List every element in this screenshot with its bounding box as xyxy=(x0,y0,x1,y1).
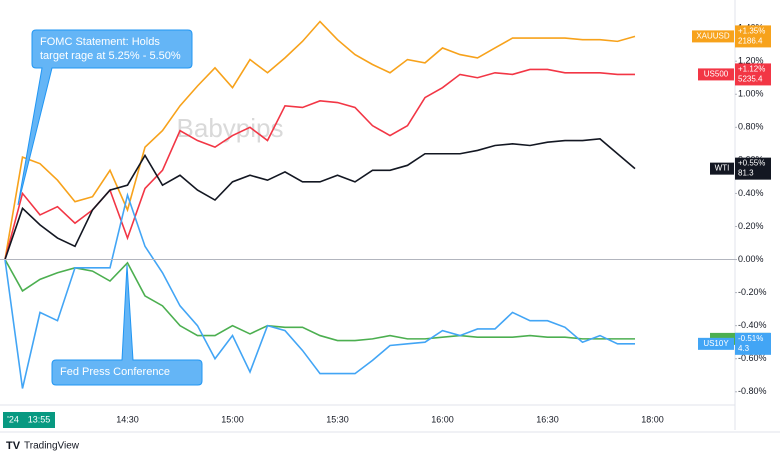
series-name: XAUUSD xyxy=(696,32,730,41)
y-tick-label: 0.40% xyxy=(738,188,764,198)
x-tick-label: 16:00 xyxy=(431,414,454,424)
x-tick-label: 16:30 xyxy=(536,414,559,424)
callout-text: Fed Press Conference xyxy=(60,366,170,378)
series-tag xyxy=(698,68,734,81)
price-label: 4.3 xyxy=(738,344,750,353)
y-tick-label: 0.20% xyxy=(738,221,764,231)
date-time: 13:55 xyxy=(28,414,51,424)
value-tag xyxy=(735,157,771,180)
date-year: '24 xyxy=(7,414,19,424)
value-tag xyxy=(735,332,771,355)
series-tag xyxy=(710,162,734,175)
series-line xyxy=(4,20,636,260)
value-tag xyxy=(735,25,771,48)
y-tick-label: 1.20% xyxy=(738,56,764,66)
footer-brand: TradingView xyxy=(24,441,80,452)
series-line xyxy=(4,138,636,260)
callout-text: target rage at 5.25% - 5.50% xyxy=(40,50,181,62)
callout-text: FOMC Statement: Holds xyxy=(40,36,160,48)
series-line xyxy=(4,259,635,342)
logo: TV xyxy=(6,440,21,452)
y-tick-label: -0.80% xyxy=(738,386,767,396)
y-tick-label: 0.00% xyxy=(738,254,764,264)
value-tag xyxy=(735,63,771,86)
series-name: US10Y xyxy=(703,339,729,348)
y-tick-label: -0.20% xyxy=(738,287,767,297)
change-label: +1.12% xyxy=(738,65,765,74)
series-tag xyxy=(692,30,734,43)
y-tick-label: 1.00% xyxy=(738,89,764,99)
callout-presser xyxy=(51,264,203,386)
price-label: 2186.4 xyxy=(738,37,763,46)
series-name: WTI xyxy=(715,164,730,173)
x-tick-label: 15:00 xyxy=(221,414,244,424)
change-label: +1.35% xyxy=(738,27,765,36)
series-name: US500 xyxy=(704,70,729,79)
change-label: -0.51% xyxy=(738,334,763,343)
date-badge xyxy=(3,412,23,428)
x-tick-label: 18:00 xyxy=(641,414,664,424)
series-tag xyxy=(698,337,734,350)
callout-fomc xyxy=(17,29,193,206)
date-badge xyxy=(23,412,55,428)
series-line xyxy=(4,68,635,260)
x-tick-label: 14:30 xyxy=(116,414,139,424)
y-tick-label: -0.60% xyxy=(738,353,767,363)
change-label: +0.55% xyxy=(738,159,765,168)
lines xyxy=(4,20,636,389)
y-tick-label: 0.80% xyxy=(738,122,764,132)
price-label: 5235.4 xyxy=(738,75,763,84)
y-tick-label: -0.40% xyxy=(738,320,767,330)
series-line xyxy=(4,192,635,389)
price-label: 81.3 xyxy=(738,169,754,178)
x-tick-label: 15:30 xyxy=(326,414,349,424)
